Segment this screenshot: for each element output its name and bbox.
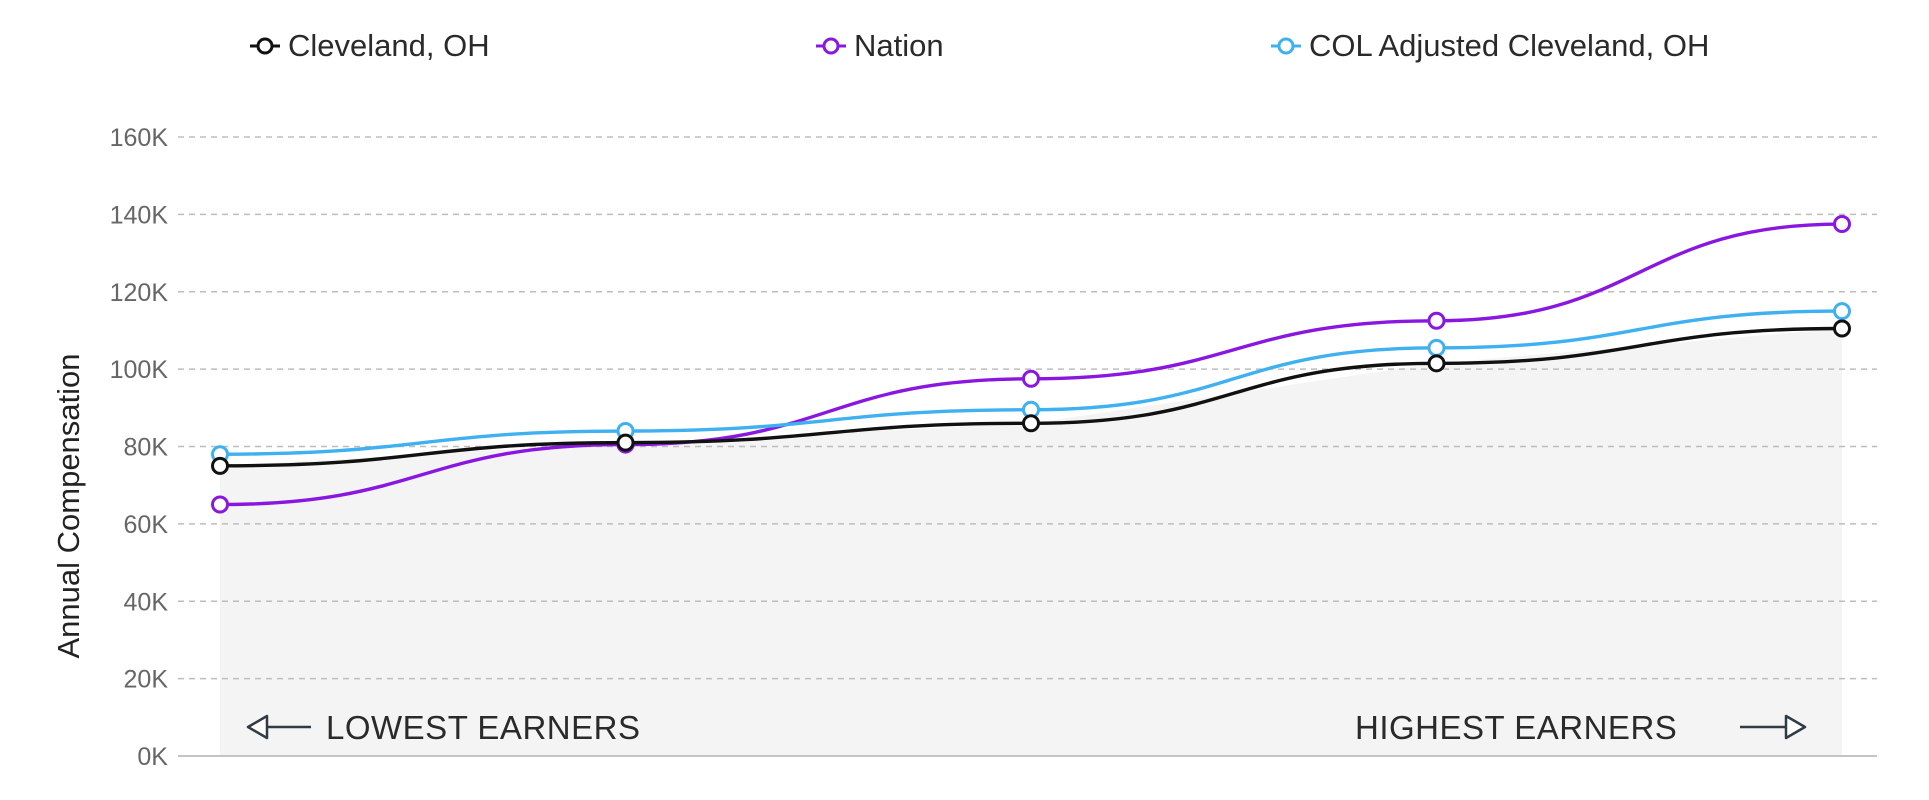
grid-layer	[178, 136, 1877, 757]
annotation-layer: LOWEST EARNERS HIGHEST EARNERS	[246, 709, 1807, 746]
legend-label-cleveland: Cleveland, OH	[288, 28, 490, 63]
data-point-nation	[1833, 215, 1851, 234]
lowest-earners-label: LOWEST EARNERS	[326, 709, 640, 746]
y-tick-label: 60K	[124, 511, 169, 539]
data-point-cleveland	[1022, 414, 1040, 433]
legend-item-col-adjusted[interactable]: COL Adjusted Cleveland, OH	[1271, 28, 1709, 64]
y-tick-label: 120K	[110, 279, 169, 307]
chart-legend: Cleveland, OH Nation COL Adjusted Clevel…	[0, 22, 1929, 72]
y-tick-label: 100K	[110, 356, 169, 384]
highest-earners-label: HIGHEST EARNERS	[1355, 709, 1677, 746]
y-tick-label: 0K	[137, 743, 168, 771]
right-arrow-icon	[1740, 714, 1807, 740]
data-point-cleveland	[1427, 354, 1446, 373]
legend-marker-nation-icon	[816, 37, 846, 55]
y-tick-label: 80K	[124, 434, 169, 462]
legend-marker-col-adjusted-icon	[1271, 37, 1301, 55]
area-layer	[220, 328, 1842, 756]
data-point-col-adjusted	[1427, 338, 1446, 357]
data-point-cleveland	[211, 456, 229, 475]
area-fill	[220, 328, 1842, 756]
y-tick-label: 160K	[110, 124, 169, 152]
data-point-cleveland	[616, 433, 635, 452]
legend-item-cleveland[interactable]: Cleveland, OH	[250, 28, 490, 64]
data-point-nation	[1427, 311, 1446, 330]
y-tick-label: 140K	[110, 201, 169, 229]
data-point-nation	[1022, 369, 1040, 388]
data-point-cleveland	[1833, 319, 1851, 338]
legend-marker-cleveland-icon	[250, 37, 280, 55]
series-layer	[211, 215, 1851, 514]
axis-layer: 0K 20K 40K 60K 80K 100K 120K 140K 160K	[110, 124, 169, 771]
data-point-nation	[211, 495, 229, 514]
legend-label-col-adjusted: COL Adjusted Cleveland, OH	[1309, 28, 1710, 63]
y-axis-label: Annual Compensation	[51, 353, 86, 658]
y-tick-label: 20K	[124, 666, 169, 694]
y-tick-label: 40K	[124, 588, 169, 616]
data-point-col-adjusted	[1833, 302, 1851, 321]
left-arrow-icon	[246, 714, 311, 740]
legend-item-nation[interactable]: Nation	[816, 28, 944, 64]
legend-label-nation: Nation	[854, 28, 944, 63]
